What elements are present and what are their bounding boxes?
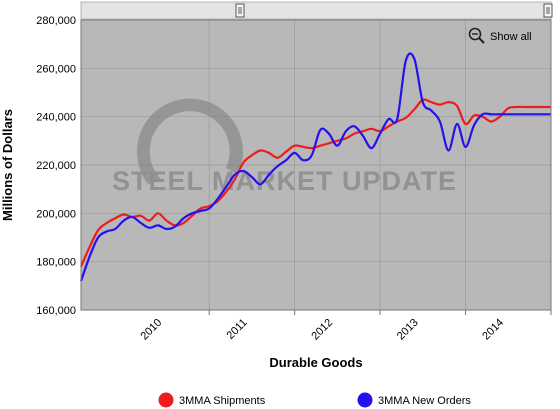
y-tick-label: 160,000	[36, 305, 76, 317]
plot-frame	[80, 19, 552, 311]
watermark: STEEL MARKET UPDATE	[112, 98, 457, 196]
legend-item-new-orders[interactable]: 3MMA New Orders	[357, 392, 472, 408]
y-tick-label: 200,000	[36, 208, 76, 220]
x-tick-label: 2014	[480, 317, 506, 343]
legend: 3MMA Shipments 3MMA New Orders	[158, 392, 472, 408]
series-line-shipments[interactable]	[79, 98, 551, 267]
y-tick-label: 220,000	[36, 160, 76, 172]
show-all-label[interactable]: Show all	[490, 31, 532, 43]
legend-label: 3MMA New Orders	[378, 395, 471, 407]
legend-marker	[158, 392, 174, 408]
legend-label: 3MMA Shipments	[179, 395, 266, 407]
navigator-handle-right[interactable]	[543, 3, 553, 18]
navigator-bar[interactable]	[80, 1, 553, 20]
x-tick-label: 2011	[225, 317, 250, 342]
y-tick-label: 280,000	[36, 15, 76, 27]
watermark-swoosh	[136, 98, 243, 184]
watermark-text: STEEL MARKET UPDATE	[112, 166, 457, 196]
x-axis-title: Durable Goods	[269, 355, 362, 370]
legend-marker	[357, 392, 373, 408]
series-layer	[79, 52, 551, 282]
y-tick-label: 180,000	[36, 257, 76, 269]
y-axis-ticks: 160,000 180,000 200,000 220,000 240,000 260,0…	[36, 15, 76, 317]
zoom-out-icon-handle	[478, 37, 485, 44]
zoom-out-icon	[468, 27, 482, 41]
x-tick-label: 2013	[395, 317, 421, 343]
navigator-track[interactable]	[80, 1, 552, 20]
show-all-button[interactable]: Show all	[468, 27, 532, 44]
y-tick-label: 260,000	[36, 63, 76, 75]
legend-item-shipments[interactable]: 3MMA Shipments	[158, 392, 266, 408]
series-line-new-orders[interactable]	[79, 52, 551, 282]
y-axis-title: Millions of Dollars	[0, 109, 15, 221]
x-tick-label: 2010	[139, 317, 165, 343]
navigator-handle-left[interactable]	[235, 3, 245, 18]
y-tick-label: 240,000	[36, 112, 76, 124]
x-tick-label: 2012	[309, 317, 335, 343]
x-axis-ticks: 2010 2011 2012 2013 2014	[139, 310, 552, 343]
